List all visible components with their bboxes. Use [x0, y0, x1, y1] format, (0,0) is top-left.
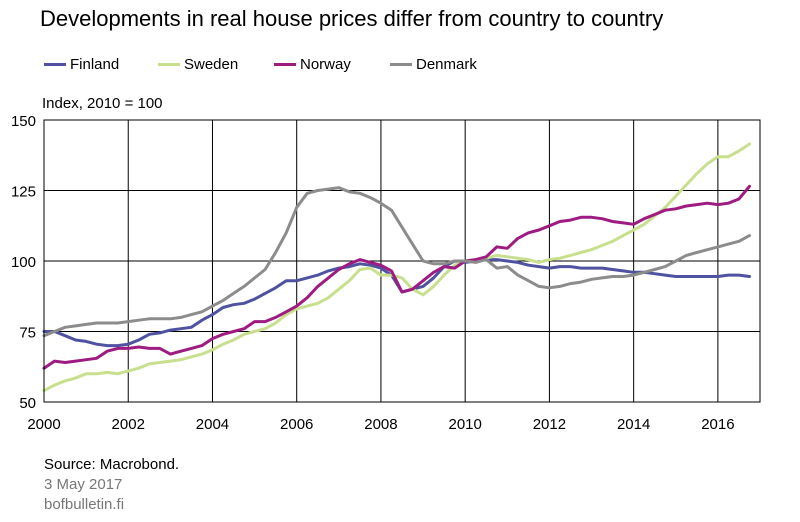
series-line-sweden	[42, 142, 751, 393]
series-line-norway	[42, 184, 751, 370]
x-tick-label: 2004	[196, 416, 229, 433]
y-axis-ticks: 50 75 100 125 150	[11, 113, 36, 412]
legend-label-norway: Norway	[300, 56, 351, 73]
site-link[interactable]: bofbulletin.fi	[44, 496, 125, 513]
x-tick-label: 2012	[533, 416, 566, 433]
x-tick-label: 2010	[448, 416, 481, 433]
legend-swatch-norway	[274, 63, 296, 66]
series-lines	[42, 142, 751, 393]
legend-swatch-sweden	[158, 63, 180, 66]
legend-label-finland: Finland	[70, 56, 120, 73]
y-tick-label: 150	[11, 113, 36, 130]
legend-swatch-finland	[44, 63, 66, 66]
legend-item-denmark: Denmark	[390, 56, 477, 73]
x-tick-label: 2000	[27, 416, 60, 433]
grid	[44, 120, 760, 402]
y-tick-label: 125	[11, 184, 36, 201]
legend-label-denmark: Denmark	[416, 56, 477, 73]
legend-item-finland: Finland	[44, 56, 119, 73]
legend-item-norway: Norway	[274, 56, 351, 73]
x-tick-label: 2014	[617, 416, 650, 433]
y-axis-unit-label: Index, 2010 = 100	[42, 95, 163, 112]
legend-item-sweden: Sweden	[158, 56, 238, 73]
x-tick-label: 2006	[280, 416, 313, 433]
legend-label-sweden: Sweden	[184, 56, 239, 73]
x-tick-label: 2008	[364, 416, 397, 433]
legend-swatch-denmark	[390, 63, 412, 66]
y-tick-label: 50	[19, 395, 36, 412]
source-note: Source: Macrobond.	[44, 456, 180, 473]
publish-date: 3 May 2017	[44, 476, 123, 493]
chart-title: Developments in real house prices differ…	[40, 6, 664, 31]
x-axis-ticks: 2000 2002 2004 2006 2008 2010 2012 2014 2016	[27, 416, 734, 433]
series-line-denmark	[42, 186, 751, 338]
y-tick-label: 75	[19, 325, 36, 342]
x-tick-label: 2002	[112, 416, 145, 433]
y-tick-label: 100	[11, 254, 36, 271]
x-tick-label: 2016	[701, 416, 734, 433]
plot-frame	[43, 119, 761, 403]
